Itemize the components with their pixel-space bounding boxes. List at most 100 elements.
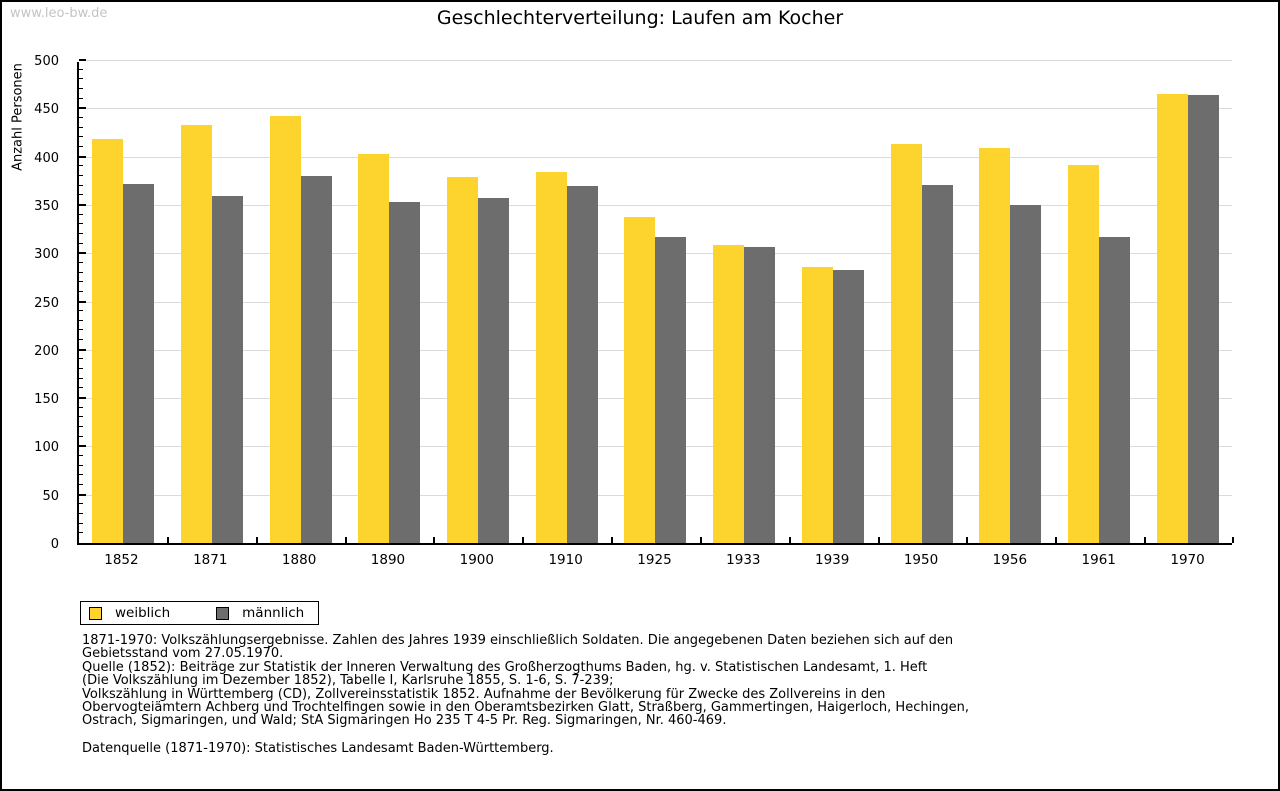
y-minor-tick-60 (79, 484, 83, 486)
legend-swatch-männlich (216, 606, 230, 620)
x-tick-label-1871: 1871 (193, 552, 228, 568)
footnote-line-7: Ostrach, Sigmaringen, und Wald; StA Sigm… (82, 713, 727, 729)
x-boundary-tick-1 (166, 537, 169, 543)
y-tick-label-250: 250 (34, 295, 59, 311)
bar-weiblich-1900 (447, 177, 479, 543)
y-tick-label-150: 150 (34, 392, 59, 408)
footnote-line-2: Gebietsstand vom 27.05.1970. (82, 646, 284, 662)
bar-weiblich-1956 (979, 147, 1011, 543)
y-minor-tick-170 (79, 377, 83, 379)
bar-group-1933 (700, 62, 789, 543)
x-tick-label-1890: 1890 (370, 552, 406, 568)
y-minor-tick-230 (79, 319, 83, 321)
bar-männlich-1970 (1187, 94, 1219, 543)
y-minor-tick-220 (79, 329, 83, 331)
y-minor-tick-40 (79, 503, 83, 505)
legend-item-weiblich: weiblich (89, 605, 170, 621)
bar-männlich-1950 (921, 185, 953, 543)
x-axis-tick-labels: 1852 1871 1880 1890 1900 1910 1925 1933 1939 1950… (77, 552, 1232, 568)
plot-area (77, 59, 1234, 545)
bar-weiblich-1852 (92, 138, 124, 543)
y-minor-tick-490 (79, 68, 83, 70)
y-minor-tick-270 (79, 281, 83, 283)
x-boundary-tick-6 (611, 537, 614, 543)
bar-group-1852 (79, 62, 168, 543)
y-minor-tick-310 (79, 242, 83, 244)
bar-group-1961 (1055, 62, 1144, 543)
bar-group-1900 (434, 62, 523, 543)
bar-männlich-1961 (1098, 237, 1130, 543)
y-minor-tick-30 (79, 513, 83, 515)
y-minor-tick-180 (79, 368, 83, 370)
y-minor-tick-70 (79, 474, 83, 476)
bars-container (79, 62, 1232, 543)
bar-group-1956 (966, 62, 1055, 543)
y-minor-tick-360 (79, 194, 83, 196)
y-minor-tick-160 (79, 387, 83, 389)
y-major-tick-400 (79, 155, 86, 158)
y-minor-tick-210 (79, 339, 83, 341)
bar-männlich-1956 (1010, 205, 1042, 543)
legend: weiblich männlich (80, 601, 320, 625)
footnote-text: 1871-1970: Volkszählungsergebnisse. Zahl… (82, 634, 1202, 756)
x-tick-label-1950: 1950 (903, 552, 939, 568)
y-minor-tick-430 (79, 126, 83, 128)
bar-männlich-1939 (832, 269, 864, 543)
y-tick-label-50: 50 (42, 488, 59, 504)
bar-männlich-1852 (123, 184, 155, 543)
gridline-450 (79, 108, 1232, 110)
y-minor-tick-140 (79, 406, 83, 408)
y-major-tick-300 (79, 252, 86, 255)
y-minor-tick-410 (79, 145, 83, 147)
bar-männlich-1910 (566, 186, 598, 543)
x-tick-label-1880: 1880 (281, 552, 317, 568)
bar-group-1970 (1143, 62, 1232, 543)
footnote-line-4: (Die Volkszählung im Dezember 1852), Tab… (82, 673, 614, 689)
y-major-tick-200 (79, 348, 86, 351)
footnote-line-6: Obervogteiämtern Achberg und Trochtelfin… (82, 700, 970, 716)
bar-group-1950 (877, 62, 966, 543)
bar-weiblich-1871 (181, 124, 213, 543)
y-minor-tick-190 (79, 358, 83, 360)
y-tick-label-350: 350 (34, 198, 59, 214)
legend-label-weiblich: weiblich (115, 605, 171, 621)
bar-weiblich-1939 (801, 266, 833, 543)
y-axis-tick-labels: 0 50 100 150 200 250 300 350 400 450 500 (2, 54, 68, 552)
y-major-tick-350 (79, 203, 86, 206)
x-boundary-tick-3 (344, 537, 347, 543)
y-major-tick-150 (79, 397, 86, 400)
x-tick-label-1961: 1961 (1081, 552, 1116, 568)
gridline-400 (79, 156, 1232, 158)
y-tick-label-0: 0 (50, 537, 59, 552)
bar-group-1880 (256, 62, 345, 543)
y-minor-tick-480 (79, 78, 83, 80)
x-tick-label-1939: 1939 (814, 552, 850, 568)
y-minor-tick-280 (79, 271, 83, 273)
x-boundary-tick-10 (966, 537, 969, 543)
bar-weiblich-1961 (1067, 164, 1099, 543)
gridline-500 (79, 60, 1232, 61)
y-minor-tick-320 (79, 232, 83, 234)
bar-weiblich-1950 (890, 143, 922, 543)
bar-weiblich-1890 (358, 154, 390, 543)
y-minor-tick-460 (79, 97, 83, 99)
bar-männlich-1871 (212, 195, 244, 543)
bar-weiblich-1925 (624, 216, 656, 543)
bar-männlich-1925 (655, 237, 687, 543)
x-boundary-tick-8 (788, 537, 791, 543)
y-tick-label-400: 400 (34, 150, 59, 166)
bar-männlich-1933 (744, 246, 776, 543)
bar-weiblich-1933 (713, 244, 745, 543)
y-minor-tick-420 (79, 136, 83, 138)
y-minor-tick-440 (79, 116, 83, 118)
y-tick-label-500: 500 (34, 54, 59, 69)
y-minor-tick-330 (79, 223, 83, 225)
x-boundary-tick-13 (1232, 537, 1234, 543)
y-major-tick-50 (79, 493, 86, 496)
bar-männlich-1880 (300, 176, 332, 543)
y-minor-tick-240 (79, 310, 83, 312)
bar-männlich-1890 (389, 202, 421, 543)
x-tick-label-1900: 1900 (459, 552, 494, 568)
y-minor-tick-80 (79, 464, 83, 466)
